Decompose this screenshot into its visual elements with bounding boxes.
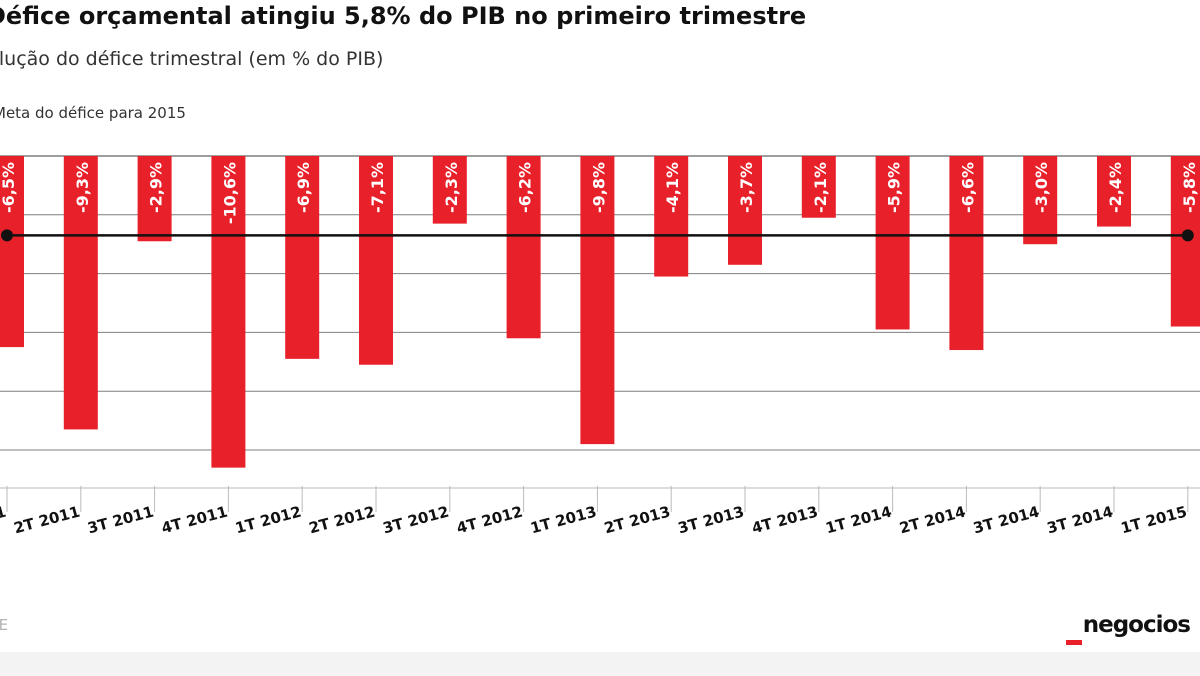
bar-value-label: -2,9%	[147, 162, 166, 213]
bar	[1170, 156, 1200, 327]
x-tick-label: 1T 2013	[528, 502, 598, 537]
bar	[728, 156, 762, 265]
bar-value-label: -6,2%	[516, 162, 535, 213]
x-tick-label: 3T 2014	[971, 502, 1041, 537]
bar	[137, 156, 172, 242]
x-tick-label: 3T 2014	[1045, 502, 1115, 537]
x-tick-label: 1T 2014	[824, 502, 894, 537]
bar-value-label: -6,5%	[0, 162, 18, 213]
bar-value-label: -6,6%	[958, 162, 977, 213]
bar-value-label: -4,1%	[663, 162, 682, 213]
source-text: INE	[0, 616, 9, 634]
bar-value-label: -2,3%	[442, 162, 461, 213]
x-tick-label: 3T 2011	[86, 502, 156, 537]
bar	[432, 156, 467, 224]
bar	[359, 156, 393, 365]
bar-value-label: -3,7%	[737, 162, 756, 213]
bar-value-label: -5,8%	[1180, 162, 1199, 213]
bar-value-label: -7,1%	[368, 162, 387, 213]
legend-target-label: Meta do défice para 2015	[0, 104, 186, 122]
bar	[506, 156, 541, 339]
bar-value-label: -2,4%	[1106, 162, 1125, 213]
bar-value-label: -9,3%	[73, 162, 92, 213]
x-tick-label: 3T 2012	[381, 502, 451, 537]
x-tick-label: 4T 2011	[159, 502, 229, 537]
legend: Meta do défice para 2015	[0, 102, 400, 126]
bar	[0, 156, 24, 348]
x-tick-label: 1T 2011	[0, 502, 8, 537]
x-tick-label: 1T 2015	[1119, 502, 1189, 537]
bar	[285, 156, 320, 359]
x-tick-label: 4T 2012	[455, 502, 525, 537]
target-marker	[1181, 229, 1194, 242]
source-label: INE	[0, 616, 60, 638]
bar	[654, 156, 689, 277]
bar	[580, 156, 615, 445]
x-tick-label: 2T 2014	[897, 502, 967, 537]
bar	[63, 156, 98, 430]
bar	[211, 156, 246, 468]
chart-title: Défice orçamental atingiu 5,8% do PIB no…	[0, 0, 1200, 34]
chart-subtitle-text: Evolução do défice trimestral (em % do P…	[0, 48, 384, 70]
bar	[1023, 156, 1058, 245]
x-tick-label: 2T 2011	[12, 502, 82, 537]
x-tick-label: 2T 2012	[307, 502, 377, 537]
x-tick-label: 4T 2013	[750, 502, 820, 537]
bar	[875, 156, 910, 330]
target-marker	[1, 229, 13, 242]
logo-accent	[1066, 640, 1082, 645]
x-tick-label: 2T 2013	[602, 502, 672, 537]
x-tick-label: 3T 2013	[676, 502, 746, 537]
chart-title-text: Défice orçamental atingiu 5,8% do PIB no…	[0, 2, 807, 30]
bar-value-label: -3,0%	[1032, 162, 1051, 213]
bar	[801, 156, 836, 218]
bar-value-label: -10,6%	[220, 162, 239, 224]
bar-value-label: -2,1%	[811, 162, 830, 213]
bar	[949, 156, 984, 351]
bar-value-label: -5,9%	[885, 162, 904, 213]
bar-value-label: -6,9%	[294, 162, 313, 213]
chart-subtitle: Evolução do défice trimestral (em % do P…	[0, 46, 1200, 74]
footer-strip	[0, 652, 1200, 676]
x-tick-label: 1T 2012	[233, 502, 303, 537]
bar-value-label: -9,8%	[589, 162, 608, 213]
bar-chart: -6,5% 1T 2011 -9,3% 2T 2011 -2,9% 3T 2011 -10,…	[0, 155, 1200, 537]
negocios-logo: negocios	[1082, 612, 1191, 638]
bar	[1097, 156, 1131, 227]
